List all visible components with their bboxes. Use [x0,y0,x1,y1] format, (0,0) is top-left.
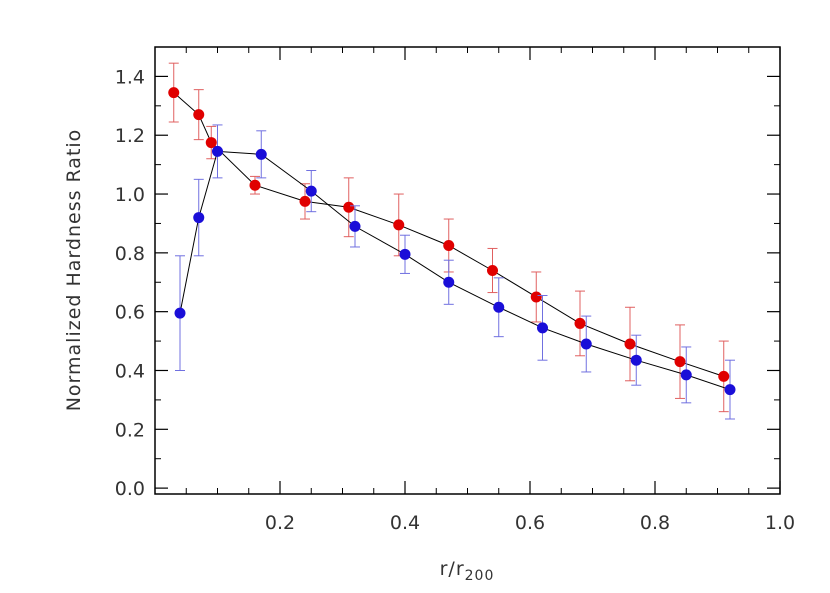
data-point [493,301,505,313]
data-point [205,137,217,149]
data-point [630,354,642,366]
data-point [349,220,361,232]
y-tick-label: 0.2 [115,419,145,441]
data-point [718,370,730,382]
data-point [537,322,548,334]
series-line [179,150,731,391]
y-tick-label: 0.8 [115,243,145,265]
y-tick-label: 1.0 [115,184,145,206]
data-point [724,384,736,396]
x-tick-label: 0.2 [265,512,295,534]
y-tick-label: 1.4 [115,66,145,88]
x-tick-label: 0.8 [640,512,670,534]
x-axis: 0.2 0.4 0.6 0.8 1.0 [185,47,795,534]
x-tick-label: 0.6 [515,512,545,534]
data-point [399,248,411,260]
x-axis-title: r/r200 [440,558,495,584]
y-tick-label: 0.4 [115,360,145,382]
data-point [249,179,261,191]
data-point [674,356,686,368]
data-point [680,369,692,381]
data-point [574,317,586,329]
x-axis-title-subscript: 200 [465,568,495,584]
y-axis: 0.0 0.2 0.4 0.6 0.8 1.0 1.2 1.4 [115,66,780,500]
data-point [343,201,355,213]
y-tick-label: 1.2 [115,125,145,147]
x-tick-label: 0.4 [390,512,420,534]
data-point [443,240,455,252]
data-point [168,87,180,99]
y-axis-title: Normalized Hardness Ratio [63,129,85,412]
plot-frame [154,46,781,495]
y-tick-label: 0.6 [115,302,145,324]
data-point [212,145,223,157]
data-point [193,109,205,121]
series-layer [168,62,736,420]
x-tick-label: 1.0 [765,512,795,534]
x-axis-title-main: r/r [440,558,465,580]
data-point [174,307,186,319]
data-point [305,185,317,197]
data-point [530,291,542,303]
data-point [393,219,405,231]
data-point [443,276,455,288]
data-point [624,338,636,350]
y-tick-label: 0.0 [115,478,145,500]
data-point [255,148,267,160]
series-0 [168,62,730,413]
data-point [580,338,592,350]
data-point [299,195,311,207]
series-1 [174,124,736,420]
data-point [193,212,205,224]
data-point [487,265,498,276]
